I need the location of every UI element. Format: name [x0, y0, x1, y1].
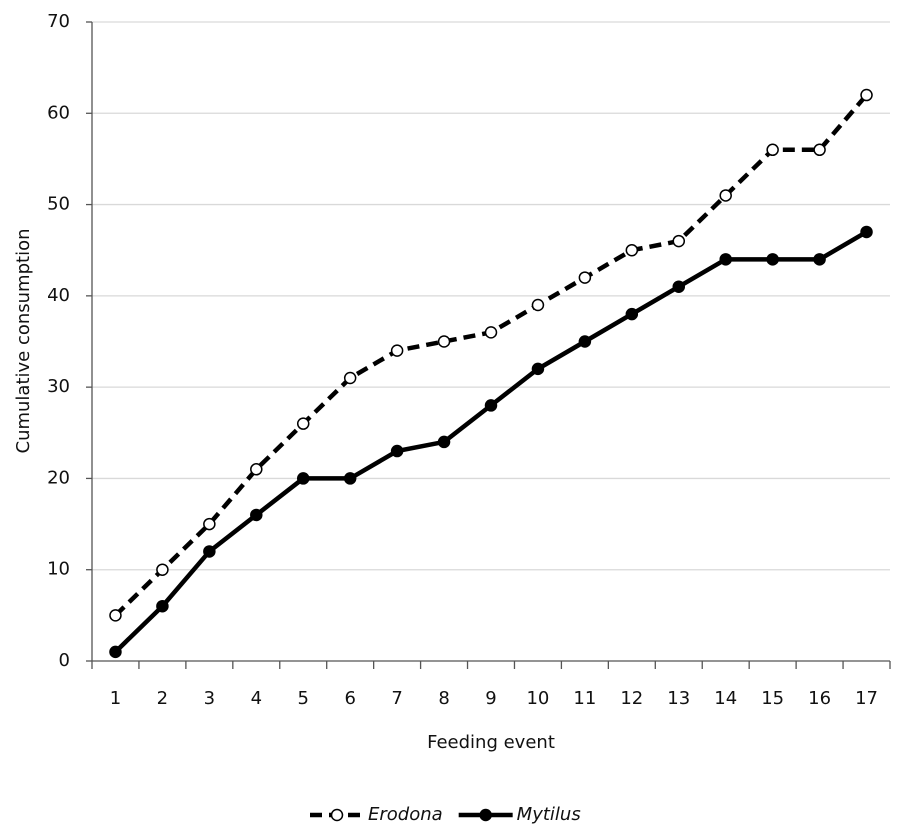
data-point — [719, 189, 732, 202]
data-point — [813, 143, 826, 157]
data-point — [343, 472, 357, 485]
data-point — [531, 298, 545, 312]
y-tick-label: 0 — [59, 650, 70, 671]
x-tick-label: 1 — [110, 688, 121, 709]
data-point — [813, 253, 826, 266]
data-point — [203, 545, 216, 558]
x-tick-label: 12 — [620, 688, 643, 709]
data-point — [156, 563, 169, 576]
y-tick-label: 30 — [47, 376, 70, 397]
x-tick-label: 2 — [157, 688, 168, 709]
data-point — [766, 143, 779, 157]
data-point — [578, 335, 592, 348]
x-tick-label: 4 — [251, 688, 262, 709]
legend: Erodona Mytilus — [310, 804, 581, 825]
y-tick-label: 50 — [47, 194, 70, 215]
data-point — [672, 234, 686, 248]
data-point — [578, 271, 592, 284]
data-point — [860, 88, 873, 102]
data-point — [625, 243, 639, 257]
x-tick-label: 6 — [344, 688, 355, 709]
y-tick-label: 10 — [47, 559, 70, 580]
data-point — [156, 599, 169, 613]
data-point — [390, 444, 404, 458]
y-tick-label: 40 — [47, 285, 70, 306]
x-tick-label: 14 — [714, 688, 737, 709]
series-line — [113, 230, 868, 654]
data-point — [250, 463, 263, 476]
y-tick-label: 70 — [47, 11, 70, 32]
data-point — [109, 609, 122, 622]
data-point — [296, 417, 310, 430]
legend-label: Mytilus — [517, 804, 581, 825]
data-point — [766, 253, 779, 266]
y-axis-label: Cumulative consumption — [13, 229, 34, 454]
legend-marker — [330, 808, 344, 822]
x-tick-label: 8 — [438, 688, 449, 709]
y-tick-label: 60 — [47, 102, 70, 123]
data-point — [437, 335, 451, 348]
x-tick-label: 10 — [526, 688, 549, 709]
data-point — [250, 508, 263, 522]
data-point — [390, 344, 404, 357]
data-point — [672, 280, 686, 293]
data-point — [484, 399, 498, 412]
x-tick-label: 3 — [204, 688, 215, 709]
x-tick-label: 5 — [298, 688, 309, 709]
data-point — [296, 472, 310, 485]
x-tick-label: 11 — [573, 688, 596, 709]
data-point — [719, 253, 732, 266]
data-point — [343, 371, 357, 385]
legend-marker — [479, 808, 492, 822]
data-point — [860, 225, 873, 239]
x-tick-label: 9 — [485, 688, 496, 709]
x-tick-label: 16 — [808, 688, 831, 709]
data-point — [203, 517, 216, 531]
legend-label: Erodona — [368, 804, 443, 825]
x-tick-label: 17 — [855, 688, 878, 709]
x-tick-label: 15 — [761, 688, 784, 709]
data-point — [484, 326, 498, 339]
x-axis-label: Feeding event — [427, 732, 555, 753]
x-tick-label: 13 — [667, 688, 690, 709]
data-point — [531, 362, 545, 376]
data-point — [109, 645, 122, 659]
data-point — [625, 307, 639, 321]
data-point — [437, 435, 451, 449]
x-tick-label: 7 — [391, 688, 402, 709]
y-tick-label: 20 — [47, 467, 70, 488]
